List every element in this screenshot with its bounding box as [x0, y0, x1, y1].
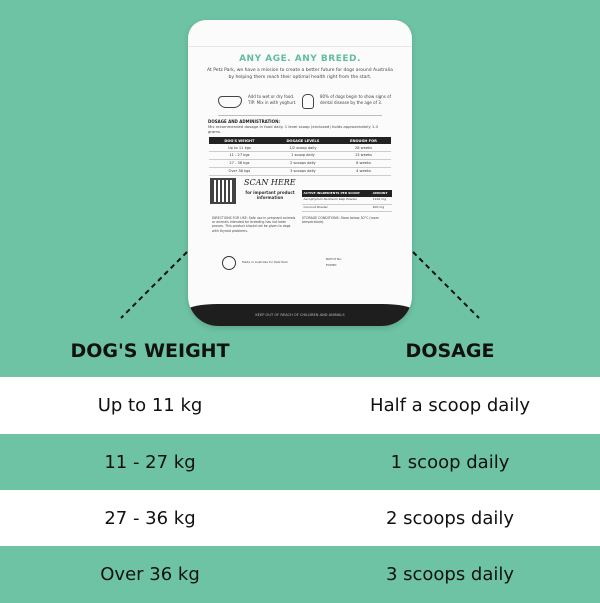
cell: Coconut Powder: [302, 204, 372, 213]
table-row: Ascophyllum Nodosum Kelp Powder 1100 mg: [302, 196, 392, 205]
th: ENOUGH FOR: [335, 137, 391, 145]
cell: 3 scoops daily: [269, 167, 336, 176]
pouch-dosage-table: DOG'S WEIGHT DOSAGE LEVELS ENOUGH FOR Up t…: [209, 137, 391, 176]
storage: STORAGE CONDITIONS: Store below 30°C (ro…: [302, 216, 379, 225]
cell: 6 weeks: [335, 159, 391, 168]
header-dogs-weight: DOG'S WEIGHT: [70, 340, 230, 362]
pouch-intro: At Petz Park, we have a mission to creat…: [207, 68, 393, 80]
cell: 2 scoops daily: [269, 159, 336, 168]
qr-code-icon: [210, 178, 236, 204]
th: ACTIVE INGREDIENTS PER SCOOP: [302, 190, 372, 197]
dosage-cell: 1 scoop daily: [390, 452, 510, 473]
pouch-tagline: ANY AGE. ANY BREED.: [239, 54, 361, 64]
cell: Up to 11 kgs: [209, 144, 270, 153]
dosage-cell: 2 scoops daily: [385, 508, 515, 529]
dosage-heading: DOSAGE AND ADMINISTRATION:: [208, 119, 281, 124]
expiry-label: EXPIRY:: [326, 263, 337, 267]
directions: DIRECTIONS FOR USE: Safe use in pregnant…: [212, 216, 296, 233]
ingredients-table: ACTIVE INGREDIENTS PER SCOOP AMOUNT Ascop…: [302, 190, 392, 213]
th: DOSAGE LEVELS: [269, 137, 336, 145]
table-row: Up to 11 kg Half a scoop daily: [0, 377, 600, 434]
callout-lines: [120, 251, 480, 319]
cell: 11 - 27 kgs: [209, 151, 270, 160]
cell: 1 scoop daily: [269, 151, 336, 160]
feature-food: Add to wet or dry food. TIP: Mix in with…: [248, 94, 297, 105]
cell: Over 36 kgs: [209, 167, 270, 176]
weight-cell: Up to 11 kg: [97, 395, 203, 416]
weight-cell: 27 - 36 kg: [104, 508, 196, 529]
dosage-cell: 3 scoops daily: [385, 564, 515, 585]
weight-cell: Over 36 kg: [100, 564, 200, 585]
divider: [218, 115, 382, 116]
pouch-footer: KEEP OUT OF REACH OF CHILDREN AND ANIMAL…: [188, 304, 412, 326]
table-row: Over 36 kgs 3 scoops daily 4 weeks: [209, 167, 391, 176]
th: AMOUNT: [371, 190, 392, 197]
scan-sub: for important product information: [245, 190, 295, 200]
batch-info: BATCH No: EXPIRY:: [326, 256, 342, 268]
cell: 1/2 scoop daily: [269, 144, 336, 153]
cell: 400 mg: [371, 204, 392, 213]
table-row: 11 - 27 kg 1 scoop daily: [0, 434, 600, 491]
cell: 27 - 36 kgs: [209, 159, 270, 168]
table-row: 27 - 36 kgs 2 scoops daily 6 weeks: [209, 159, 391, 168]
left-dashed-line: [120, 251, 188, 319]
table-row: Over 36 kg 3 scoops daily: [0, 546, 600, 603]
cell: 4 weeks: [335, 167, 391, 176]
scan-here: SCAN HERE: [244, 178, 296, 187]
table-row: 11 - 27 kgs 1 scoop daily 13 weeks: [209, 151, 391, 160]
header-dosage: DOSAGE: [405, 340, 495, 362]
table-row: 27 - 36 kg 2 scoops daily: [0, 490, 600, 547]
product-pouch-image: ANY AGE. ANY BREED. At Petz Park, we hav…: [188, 20, 412, 326]
cell: 28 weeks: [335, 144, 391, 153]
dosage-sub: Mix recommended dosage in food daily. 1 …: [208, 124, 378, 134]
cell: 1100 mg: [371, 196, 392, 205]
weight-cell: 11 - 27 kg: [104, 452, 196, 473]
th: DOG'S WEIGHT: [209, 137, 270, 145]
batch-label: BATCH No:: [326, 257, 342, 261]
made-in: Made in Australia for Petz Park: [242, 260, 288, 264]
right-dashed-line: [412, 251, 480, 319]
table-row: Up to 11 kgs 1/2 scoop daily 28 weeks: [209, 144, 391, 153]
cell: 13 weeks: [335, 151, 391, 160]
zip-seal: [188, 46, 412, 47]
feature-dental: 80% of dogs begin to show signs of denta…: [320, 94, 392, 105]
dosage-cell: Half a scoop daily: [370, 395, 530, 416]
tooth-icon: [302, 94, 314, 109]
bowl-icon: [218, 96, 242, 108]
cell: Ascophyllum Nodosum Kelp Powder: [302, 196, 372, 205]
table-row: Coconut Powder 400 mg: [302, 204, 392, 213]
brand-logo-icon: [222, 256, 236, 270]
